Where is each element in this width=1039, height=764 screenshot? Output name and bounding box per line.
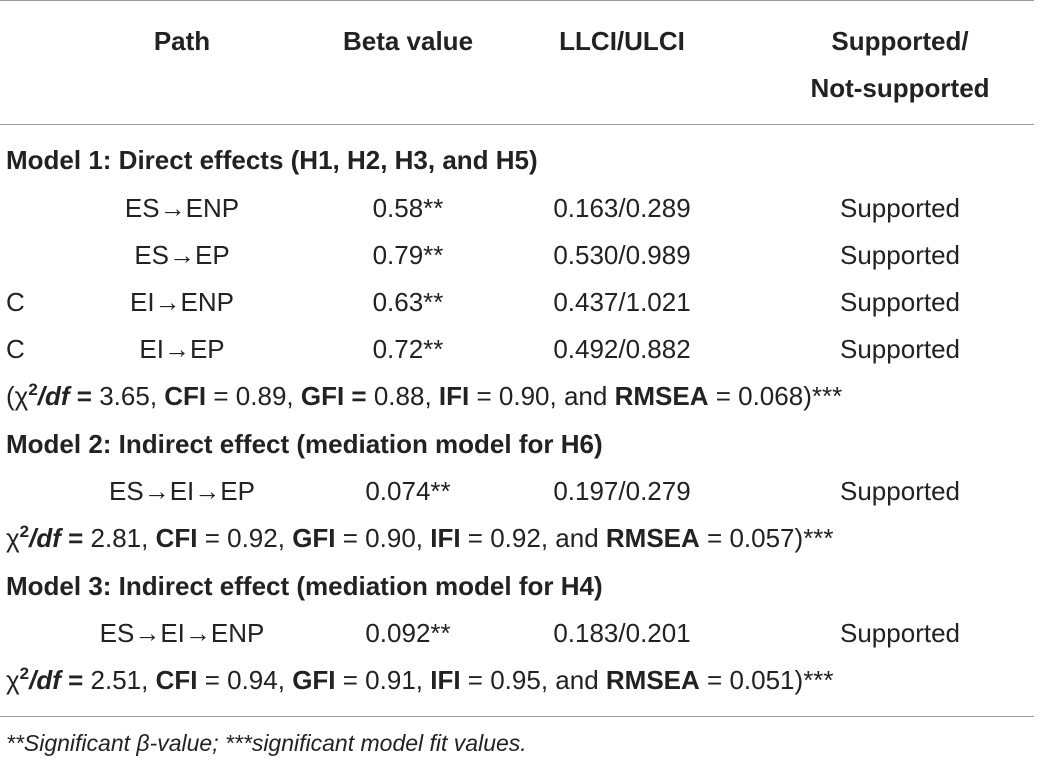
model-2-fit: χ2/df = 2.81, CFI = 0.92, GFI = 0.90, IF… [6, 522, 834, 553]
header-supported-line2: Not-supported [810, 73, 990, 103]
table-row-status: Supported [840, 618, 960, 648]
table-row-status: Supported [840, 287, 960, 317]
header-rule [0, 124, 1034, 125]
model-1-title: Model 1: Direct effects (H1, H2, H3, and… [6, 145, 538, 175]
table-row-ci: 0.183/0.201 [553, 618, 691, 648]
model-2-title: Model 2: Indirect effect (mediation mode… [6, 429, 603, 459]
table-row-path: ES→EI→EP [109, 476, 255, 506]
table-row-beta: 0.79** [372, 240, 444, 270]
header-supported-line1: Supported/ [831, 26, 969, 56]
bottom-rule [0, 716, 1034, 717]
header-path: Path [153, 26, 211, 56]
table-row-ci: 0.163/0.289 [553, 193, 691, 223]
table-row-path: ES→ENP [124, 193, 240, 223]
table-row-ci: 0.530/0.989 [553, 240, 691, 270]
header-beta: Beta value [342, 26, 474, 56]
model-3-fit: χ2/df = 2.51, CFI = 0.94, GFI = 0.91, IF… [6, 664, 834, 695]
table-row-beta: 0.63** [372, 287, 444, 317]
table-row-path: EI→ENP [129, 287, 235, 317]
table-row-ci: 0.197/0.279 [553, 476, 691, 506]
table-row-path: ES→EI→ENP [99, 618, 265, 648]
table-row-status: Supported [840, 334, 960, 364]
table-row-beta: 0.074** [365, 476, 451, 506]
table-row-prefix: C [6, 287, 25, 317]
table-row-beta: 0.72** [372, 334, 444, 364]
table-footnote: **Significant β-value; ***significant mo… [6, 730, 527, 756]
table-row-ci: 0.437/1.021 [553, 287, 691, 317]
table-row-beta: 0.58** [372, 193, 444, 223]
table-row-ci: 0.492/0.882 [553, 334, 691, 364]
table-row-beta: 0.092** [365, 618, 451, 648]
table-row-status: Supported [840, 240, 960, 270]
table-row-prefix: C [6, 334, 25, 364]
header-ci: LLCI/ULCI [559, 26, 685, 56]
table-row-path: ES→EP [134, 240, 230, 270]
table-row-status: Supported [840, 476, 960, 506]
table-row-status: Supported [840, 193, 960, 223]
table-row-path: EI→EP [139, 334, 225, 364]
model-1-fit: (χ2/df = 3.65, CFI = 0.89, GFI = 0.88, I… [6, 380, 843, 411]
top-rule [0, 0, 1034, 1]
model-3-title: Model 3: Indirect effect (mediation mode… [6, 571, 603, 601]
